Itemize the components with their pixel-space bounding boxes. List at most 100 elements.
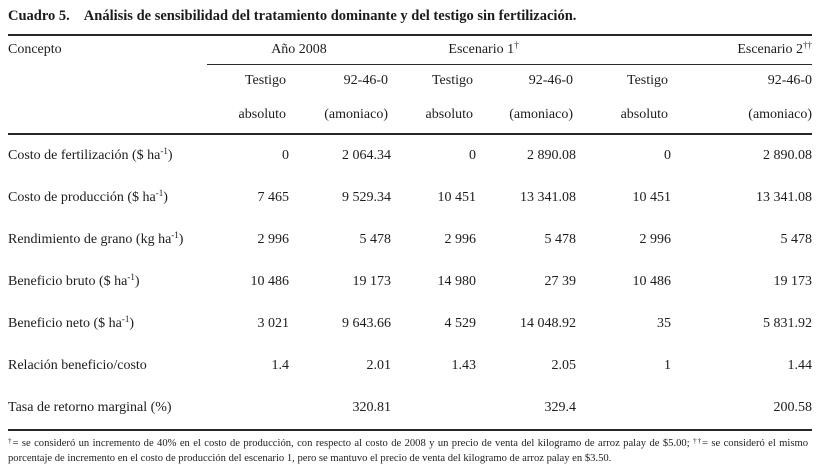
- cell-value: 19 173: [773, 274, 813, 289]
- caption-text: Análisis de sensibilidad del tratamiento…: [83, 8, 577, 24]
- table-row-costo-produccion: Costo de producción ($ ha-1) 7 465 9 529…: [8, 177, 812, 219]
- row-label-text: Beneficio bruto ($ ha: [8, 274, 128, 289]
- row-label: Relación beneficio/costo: [8, 345, 207, 387]
- cell-value: 2 890.08: [527, 148, 577, 163]
- subheader-amoniaco: (amoniaco): [671, 97, 813, 135]
- cell-value: 4 529: [444, 316, 477, 331]
- cell-value: [576, 387, 672, 431]
- cell-value: 1.4: [271, 358, 290, 373]
- cell-value: 0: [282, 148, 289, 163]
- cell-value: 10 451: [632, 190, 672, 205]
- table-row-beneficio-bruto: Beneficio bruto ($ ha-1) 10 486 19 173 1…: [8, 261, 812, 303]
- caption-number: Cuadro 5.: [8, 8, 70, 24]
- cell-value: 9 643.66: [342, 316, 391, 331]
- sensitivity-analysis-table: Concepto Año 2008 Escenario 1† Escenario…: [8, 34, 813, 431]
- row-label-sup: -1: [171, 230, 179, 240]
- subheader-row-1: Testigo 92-46-0 Testigo 92-46-0 Testigo …: [8, 65, 812, 97]
- cell-value: 2.05: [551, 358, 577, 373]
- cell-value: 2 890.08: [763, 148, 813, 163]
- row-label-text: Costo de producción ($ ha: [8, 190, 156, 205]
- cell-value: 320.81: [289, 387, 391, 431]
- cell-value: 3 021: [257, 316, 290, 331]
- row-label-sup: -1: [160, 146, 168, 156]
- table-row-rendimiento-grano: Rendimiento de grano (kg ha-1) 2 996 5 4…: [8, 219, 812, 261]
- subheader-testigo: Testigo: [627, 73, 669, 88]
- footnote-text-1: = se consideró un incremento de 40% en e…: [12, 438, 694, 449]
- cell-value: 0: [664, 148, 672, 163]
- row-label-text: Rendimiento de grano (kg ha: [8, 232, 172, 247]
- spacer-cell: [8, 65, 207, 97]
- column-header-concepto: Concepto: [8, 42, 62, 58]
- subheader-absoluto: absoluto: [391, 97, 476, 135]
- group-sup: ††: [803, 40, 813, 50]
- cell-value: 5 478: [544, 232, 577, 247]
- subheader-amoniaco: (amoniaco): [289, 97, 391, 135]
- cell-value: 1: [664, 358, 672, 373]
- table-row-relacion-beneficio-costo: Relación beneficio/costo 1.4 2.01 1.43 2…: [8, 345, 812, 387]
- cell-value: 13 341.08: [756, 190, 813, 205]
- cell-value: 0: [469, 148, 476, 163]
- table-row-beneficio-neto: Beneficio neto ($ ha-1) 3 021 9 643.66 4…: [8, 303, 812, 345]
- cell-value: 10 451: [437, 190, 477, 205]
- cell-value: 2 996: [444, 232, 477, 247]
- cell-value: 10 486: [632, 274, 672, 289]
- row-label-tail: ): [163, 190, 168, 205]
- row-label-tail: ): [178, 232, 184, 247]
- row-label: Beneficio neto ($ ha-1): [8, 303, 207, 345]
- cell-value: 1.44: [787, 358, 813, 373]
- table-header: Concepto Año 2008 Escenario 1† Escenario…: [8, 35, 813, 135]
- subheader-testigo: Testigo: [244, 73, 286, 88]
- group-label: Año 2008: [271, 42, 327, 57]
- group-header-row: Concepto Año 2008 Escenario 1† Escenario…: [8, 35, 812, 65]
- row-label-text: Tasa de retorno marginal (%): [8, 400, 172, 415]
- group-label: Escenario 2: [737, 42, 804, 57]
- cell-value: 7 465: [257, 190, 290, 205]
- group-underline: [207, 64, 813, 65]
- footnote-dagger: †: [8, 436, 13, 445]
- table-footnote: †= se consideró un incremento de 40% en …: [8, 436, 808, 466]
- cell-value: 35: [657, 316, 672, 331]
- subheader-92-46-0: 92-46-0: [528, 73, 574, 88]
- subheader-92-46-0: 92-46-0: [767, 73, 813, 88]
- cell-value: [207, 387, 289, 431]
- table-row-costo-fertilizacion: Costo de fertilización ($ ha-1) 0 2 064.…: [8, 134, 812, 177]
- row-label-tail: ): [134, 274, 140, 289]
- cell-value: 1.43: [451, 358, 477, 373]
- row-label-text: Relación beneficio/costo: [8, 358, 147, 373]
- spacer-cell: [8, 97, 207, 135]
- footnote-text-2: = se consideró el mismo porcentaje de in…: [8, 438, 809, 464]
- row-label: Costo de producción ($ ha-1): [8, 177, 207, 219]
- row-label-text: Costo de fertilización ($ ha: [8, 148, 161, 163]
- subheader-row-2: absoluto (amoniaco) absoluto (amoniaco) …: [8, 97, 813, 135]
- subheader-92-46-0: 92-46-0: [343, 73, 388, 88]
- group-header-escenario-1: Escenario 1†: [391, 35, 576, 65]
- group-header-ano-2008: Año 2008: [207, 35, 391, 65]
- cell-value: 2 996: [639, 232, 672, 247]
- row-label: Beneficio bruto ($ ha-1): [8, 261, 207, 303]
- cell-value: 5 478: [780, 232, 813, 247]
- cell-value: 19 173: [352, 274, 392, 289]
- cell-value: 2 996: [257, 232, 290, 247]
- row-label: Tasa de retorno marginal (%): [8, 387, 207, 431]
- cell-value: 2 064.34: [342, 148, 391, 163]
- row-label-sup: -1: [155, 188, 164, 198]
- row-label-tail: ): [129, 316, 135, 331]
- table-body: Costo de fertilización ($ ha-1) 0 2 064.…: [8, 134, 813, 431]
- table-caption: Cuadro 5. Análisis de sensibilidad del tr…: [8, 6, 812, 26]
- subheader-absoluto: absoluto: [207, 97, 289, 135]
- cell-value: 14 048.92: [520, 316, 577, 331]
- cell-value: 2.01: [366, 358, 392, 373]
- row-label-tail: ): [167, 148, 173, 163]
- cell-value: 9 529.34: [342, 190, 391, 205]
- cell-value: 329.4: [476, 387, 577, 431]
- row-label-sup: -1: [127, 272, 135, 282]
- group-sup: †: [514, 40, 519, 50]
- cell-value: 14 980: [437, 274, 477, 289]
- footnote-double-dagger: ††: [693, 436, 703, 445]
- table-row-tasa-retorno-marginal: Tasa de retorno marginal (%) 320.81 329.…: [8, 387, 813, 431]
- row-label-text: Beneficio neto ($ ha: [8, 316, 122, 331]
- cell-value: [391, 387, 476, 431]
- row-label: Rendimiento de grano (kg ha-1): [8, 219, 207, 261]
- subheader-absoluto: absoluto: [576, 97, 672, 135]
